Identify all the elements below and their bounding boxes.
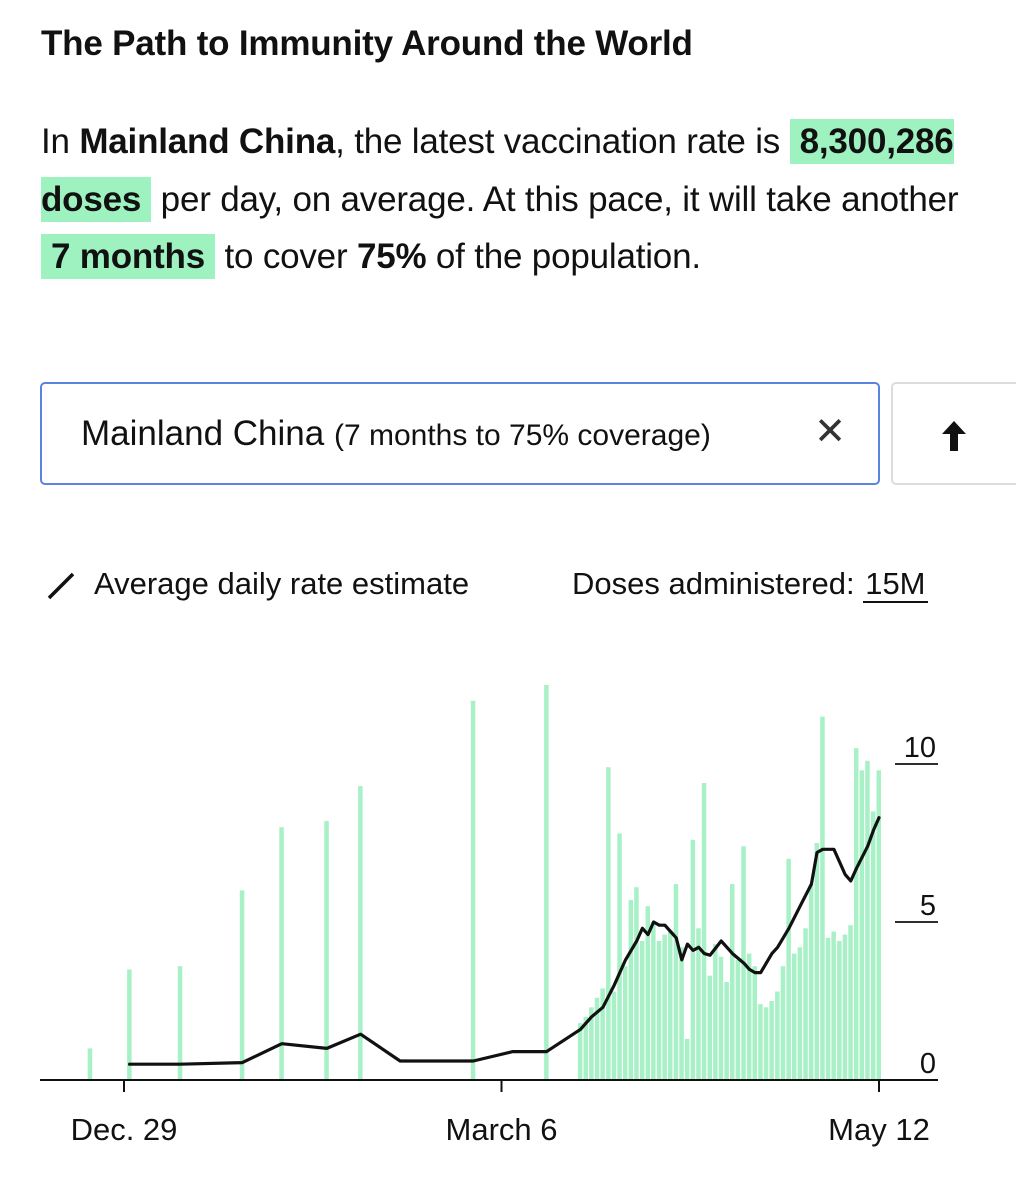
chart-bar: [639, 941, 645, 1080]
chart-bar: [865, 760, 870, 1080]
legend-doses-unit: 15M: [863, 566, 928, 603]
chart-bar: [651, 922, 656, 1080]
chart-bar: [606, 767, 611, 1080]
chart-bar: [673, 884, 679, 1080]
chart-bar: [763, 1007, 769, 1080]
chart-bar: [876, 770, 881, 1080]
summary-text: In Mainland China, the latest vaccinatio…: [41, 113, 981, 286]
x-tick-label: Dec. 29: [71, 1112, 178, 1147]
chart-bar: [127, 969, 132, 1080]
chart-bar: [656, 941, 662, 1080]
chart-bar: [724, 982, 729, 1080]
chart-bar: [577, 1023, 583, 1080]
summary-target: 75%: [356, 237, 427, 276]
summary-country: Mainland China: [79, 122, 336, 161]
chart-bar: [684, 1038, 690, 1080]
y-tick-label: 5: [920, 890, 936, 922]
chart-bar: [797, 947, 803, 1080]
chart-bar: [679, 947, 684, 1080]
chart-bar: [583, 1016, 588, 1080]
chart-bar: [544, 685, 549, 1080]
chart-bar: [177, 966, 183, 1080]
close-icon: ✕: [814, 411, 846, 453]
summary-intro: In: [41, 122, 80, 161]
chart-bar: [831, 931, 836, 1080]
y-tick-label: 0: [920, 1048, 936, 1080]
chart-bar: [870, 811, 876, 1080]
legend-line-label: Average daily rate estimate: [94, 566, 470, 601]
chart-bar: [803, 928, 808, 1080]
chart-bar: [470, 700, 476, 1080]
chart-bar: [814, 843, 819, 1080]
chart-bar: [645, 906, 650, 1080]
chart-bar: [634, 887, 639, 1080]
x-tick-label: May 12: [828, 1112, 930, 1147]
chart-bar: [662, 934, 667, 1080]
chart-bar: [859, 770, 865, 1080]
chart-bar: [848, 925, 853, 1080]
summary-middle: , the latest vaccination rate is: [335, 122, 790, 161]
chart-bar: [690, 839, 696, 1080]
y-tick-label: 10: [904, 732, 936, 764]
chart-bar: [758, 1004, 763, 1080]
clear-selection-button[interactable]: ✕: [812, 412, 848, 452]
chart-bar: [730, 884, 735, 1080]
summary-end: of the population.: [426, 237, 701, 276]
selected-country-detail: (7 months to 75% coverage): [333, 419, 711, 452]
chart-bar: [239, 890, 245, 1080]
selected-country-name: Mainland China: [81, 414, 325, 453]
chart-bar: [696, 928, 701, 1080]
chart-bar: [837, 941, 842, 1080]
chart-bar: [358, 786, 363, 1080]
chart-bar: [611, 991, 617, 1080]
chart-bar: [792, 953, 797, 1080]
chart-bar: [594, 997, 600, 1080]
legend-doses-label: Doses administered:: [572, 566, 855, 601]
chart-bar: [718, 956, 724, 1080]
chart-bar: [617, 833, 622, 1080]
chart-bar: [668, 931, 673, 1080]
chart-bar: [820, 716, 825, 1080]
chart-bar: [775, 991, 780, 1080]
chart-bar: [735, 959, 741, 1080]
chart-bar: [769, 1001, 774, 1080]
chart-bar: [825, 937, 831, 1080]
sort-button[interactable]: [891, 382, 1016, 485]
chart-bar: [701, 783, 707, 1080]
chart-bar: [746, 953, 752, 1080]
duration-highlight: 7 months: [41, 234, 215, 279]
chart-bar: [279, 827, 284, 1080]
x-tick-label: March 6: [446, 1112, 558, 1147]
page-title: The Path to Immunity Around the World: [41, 24, 693, 63]
arrow-up-icon: [942, 421, 966, 451]
chart-bar: [780, 966, 786, 1080]
chart-bar: [707, 975, 712, 1080]
summary-to-cover: to cover: [214, 237, 357, 276]
legend-line: Average daily rate estimate: [46, 566, 469, 602]
chart-bar: [842, 934, 848, 1080]
chart-bar: [786, 858, 791, 1080]
chart-bar: [713, 944, 718, 1080]
chart-bar: [623, 966, 628, 1080]
average-rate-line: [128, 816, 881, 1066]
chart-bar: [808, 884, 814, 1080]
chart-bar: [324, 820, 329, 1080]
selected-country: Mainland China (7 months to 75% coverage…: [81, 414, 711, 454]
legend-bars: Doses administered: 15M: [572, 566, 928, 603]
vaccination-chart: 0 5 10 Dec. 29 March 6 May 12: [40, 685, 938, 1147]
chart-bar: [752, 966, 757, 1080]
chart-bar: [854, 748, 859, 1080]
country-selector[interactable]: Mainland China (7 months to 75% coverage…: [40, 382, 880, 485]
chart-bar: [600, 988, 605, 1080]
chart-bar: [589, 1007, 594, 1080]
chart-bar: [628, 899, 634, 1080]
line-icon: [47, 572, 75, 600]
summary-after-rate: per day, on average. At this pace, it wi…: [151, 179, 959, 219]
chart-bar: [87, 1048, 93, 1080]
